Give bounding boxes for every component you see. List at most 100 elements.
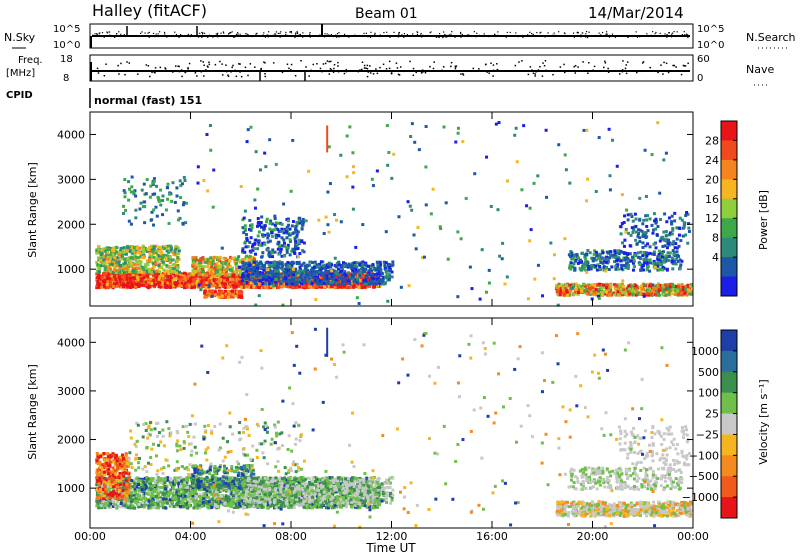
data-cell xyxy=(286,266,290,270)
data-cell xyxy=(238,270,242,274)
data-cell xyxy=(137,282,141,286)
nsearch-dot xyxy=(228,32,230,34)
data-cell xyxy=(214,270,218,274)
data-cell xyxy=(333,284,337,288)
data-cell xyxy=(267,276,271,280)
data-cell xyxy=(247,277,251,281)
nsearch-dot xyxy=(220,32,222,34)
nsearch-dot xyxy=(152,32,155,35)
nave-dot xyxy=(432,67,435,70)
data-cell xyxy=(202,275,206,279)
data-cell xyxy=(215,262,219,266)
data-cell xyxy=(159,252,163,256)
data-cell xyxy=(127,219,131,223)
data-cell xyxy=(278,262,282,266)
data-cell xyxy=(273,223,277,227)
nsearch-dot xyxy=(279,32,281,35)
nave-dot xyxy=(281,71,284,74)
nave-dot xyxy=(460,73,462,75)
nave-dot xyxy=(625,64,627,66)
data-cell xyxy=(291,286,295,290)
data-cell xyxy=(226,290,230,294)
data-cell xyxy=(226,264,230,268)
nave-dot xyxy=(672,64,674,67)
data-cell xyxy=(217,277,221,281)
data-cell xyxy=(292,277,296,281)
data-cell xyxy=(167,221,171,225)
nave-dot xyxy=(260,67,262,70)
nave-dot xyxy=(462,74,465,76)
data-cell xyxy=(332,269,336,273)
data-cell xyxy=(312,276,316,280)
data-cell xyxy=(152,179,156,183)
data-cell xyxy=(141,250,145,254)
nave-dot xyxy=(208,63,211,66)
data-cell xyxy=(273,217,277,221)
data-cell xyxy=(357,269,361,273)
data-cell xyxy=(224,261,228,265)
data-cell xyxy=(309,273,313,277)
data-cell xyxy=(317,281,321,285)
data-cell xyxy=(303,264,307,268)
data-cell xyxy=(375,284,379,288)
data-cell xyxy=(216,292,220,296)
data-cell xyxy=(290,249,294,253)
data-cell xyxy=(306,264,310,268)
data-cell xyxy=(369,272,373,276)
nsearch-dot xyxy=(333,35,335,38)
data-cell xyxy=(252,263,256,267)
data-cell xyxy=(143,270,147,274)
data-cell xyxy=(261,251,265,255)
nsearch-dot xyxy=(237,32,239,34)
nave-dot xyxy=(366,67,369,70)
nave-dot xyxy=(200,71,203,73)
data-cell xyxy=(139,201,143,205)
data-cell xyxy=(122,211,126,215)
nsearch-dot xyxy=(338,36,340,38)
data-cell xyxy=(326,265,330,269)
data-cell xyxy=(329,281,333,285)
nave-dot xyxy=(667,71,670,74)
nsearch-dot xyxy=(178,36,180,39)
data-cell xyxy=(154,261,158,265)
data-cell xyxy=(125,264,129,268)
data-cell xyxy=(387,263,391,267)
data-cell xyxy=(216,283,220,287)
data-cell xyxy=(276,267,280,271)
data-cell xyxy=(168,255,172,259)
nave-dot xyxy=(682,64,685,67)
nave-dot xyxy=(660,64,662,66)
data-cell xyxy=(129,286,133,290)
data-cell xyxy=(218,290,222,294)
data-cell xyxy=(234,289,238,293)
nsearch-dot xyxy=(239,33,241,35)
data-cell xyxy=(272,266,276,270)
data-cell xyxy=(214,282,218,286)
nave-dot xyxy=(178,70,181,73)
nave-dot xyxy=(316,63,318,65)
nave-dot xyxy=(478,68,480,70)
data-cell xyxy=(109,250,113,254)
nsearch-dot xyxy=(605,34,607,36)
data-cell xyxy=(302,284,306,288)
data-cell xyxy=(128,263,132,267)
nsearch-dot xyxy=(335,34,337,36)
data-cell xyxy=(210,266,214,270)
nsearch-dot xyxy=(256,32,258,35)
data-cell xyxy=(151,181,155,185)
nave-dot xyxy=(582,61,584,63)
nsearch-dot xyxy=(681,34,684,36)
nsearch-dot xyxy=(311,35,313,37)
data-cell xyxy=(153,283,157,287)
data-cell xyxy=(116,275,120,279)
data-cell xyxy=(356,280,360,284)
data-cell xyxy=(118,250,122,254)
data-cell xyxy=(359,279,363,283)
data-cell xyxy=(271,248,275,252)
nave-dot xyxy=(196,75,198,77)
data-cell xyxy=(183,277,187,281)
data-cell xyxy=(147,280,151,284)
data-cell xyxy=(382,260,386,264)
nsearch-dot xyxy=(460,33,462,35)
data-cell xyxy=(117,263,121,267)
